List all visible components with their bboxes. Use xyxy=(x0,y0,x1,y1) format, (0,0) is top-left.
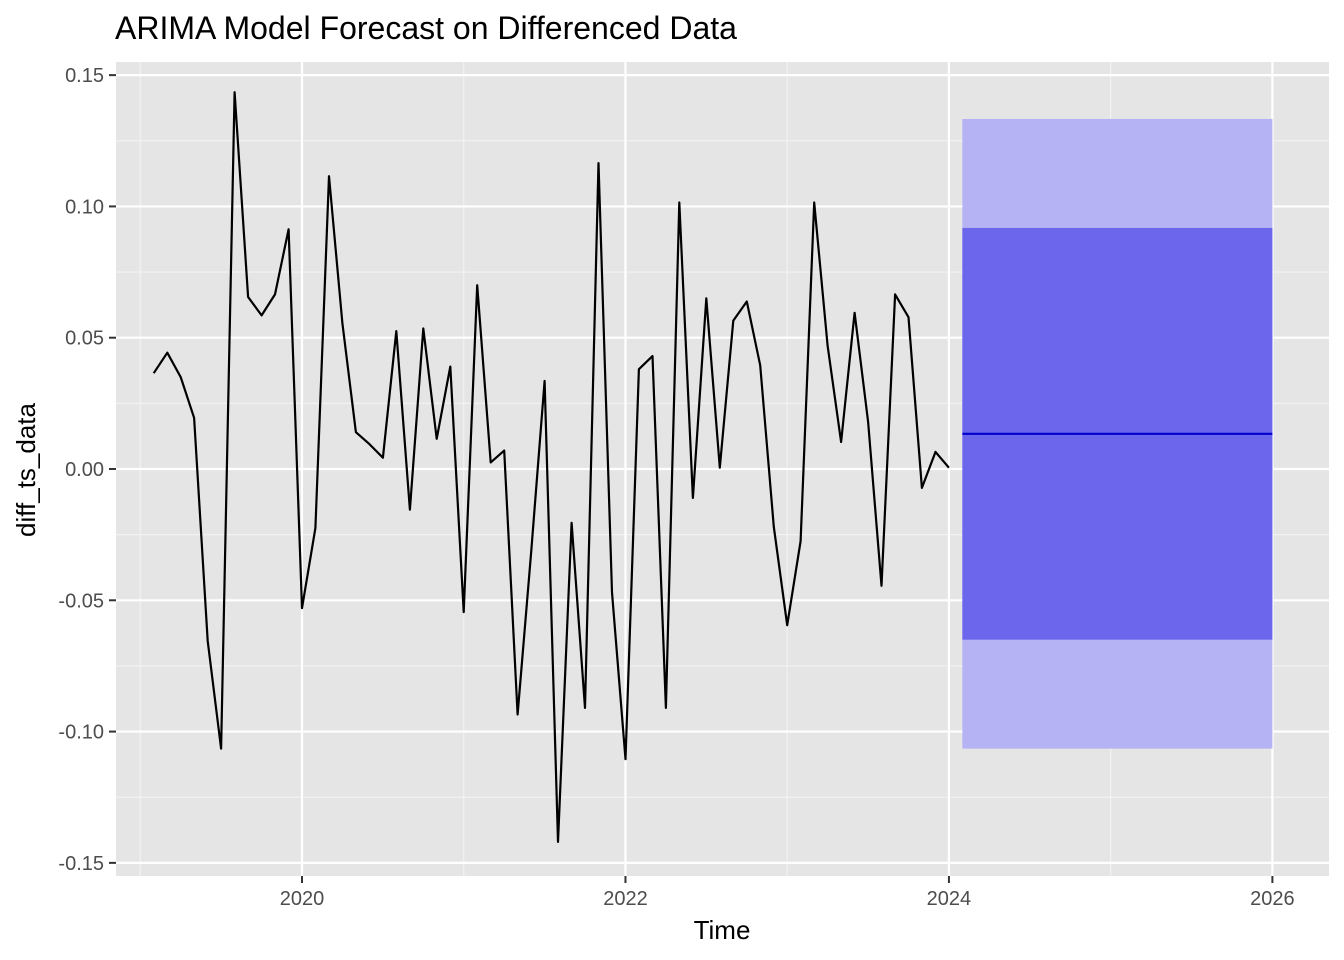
y-tick-label: -0.10 xyxy=(58,722,104,744)
y-tick-label: 0.15 xyxy=(65,65,104,87)
series-layer xyxy=(152,91,950,844)
x-axis: 2020 2022 2024 2026 xyxy=(280,876,1295,910)
y-tick-label: 0.10 xyxy=(65,196,104,218)
x-tick-label: 2024 xyxy=(927,888,972,910)
x-tick-label: 2026 xyxy=(1250,888,1295,910)
chart-title: ARIMA Model Forecast on Differenced Data xyxy=(115,10,737,46)
y-tick-label: -0.15 xyxy=(58,853,104,875)
forecast-layer xyxy=(962,118,1273,749)
series-line xyxy=(152,91,950,844)
y-tick-label: 0.05 xyxy=(65,328,104,350)
y-axis-title: diff_ts_data xyxy=(11,402,41,537)
x-axis-title: Time xyxy=(694,915,751,945)
y-tick-label: 0.00 xyxy=(65,459,104,481)
x-tick-label: 2020 xyxy=(280,888,325,910)
y-axis: 0.15 0.10 0.05 0.00 -0.05 -0.10 -0.15 xyxy=(58,65,116,875)
y-tick-label: -0.05 xyxy=(58,590,104,612)
x-tick-label: 2022 xyxy=(603,888,648,910)
